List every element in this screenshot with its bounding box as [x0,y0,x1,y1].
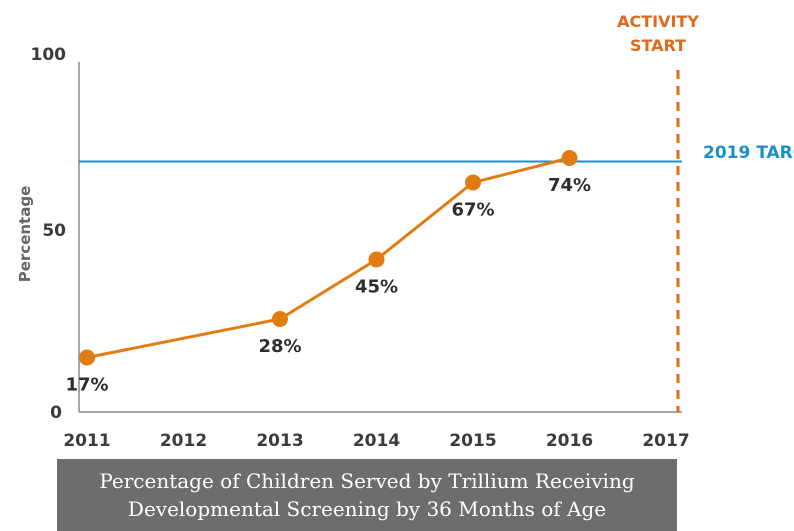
caption-line-2: Developmental Screening by 36 Months of … [127,497,607,521]
y-tick-label: 50 [42,221,66,241]
y-tick-label: 100 [31,45,67,65]
data-labels: 17% 28% 45% 67% 74% [65,175,591,396]
x-tick-label: 2011 [63,431,110,451]
x-tick-label: 2012 [160,431,207,451]
chart-caption: Percentage of Children Served by Trilliu… [57,459,677,531]
data-label: 74% [548,175,591,196]
activity-start-group: ACTIVITY START [617,12,699,412]
data-label: 17% [65,375,108,396]
x-tick-label: 2013 [256,431,303,451]
x-tick-label: 2016 [546,431,593,451]
data-point [272,311,288,327]
axes [78,62,682,413]
x-tick-label: 2015 [449,431,496,451]
x-ticks: 2011 2012 2013 2014 2015 2016 2017 [63,431,689,451]
data-point [465,174,481,191]
data-label: 28% [258,336,301,357]
data-points [79,150,578,366]
data-point [561,150,578,166]
x-tick-label: 2017 [642,431,689,451]
target-line-group: 2019 TARGET [79,143,794,163]
caption-line-1: Percentage of Children Served by Trilliu… [99,469,635,493]
data-point [79,349,95,366]
data-point [368,251,385,268]
target-label: 2019 TARGET [703,143,794,163]
y-ticks: 0 50 100 [31,45,67,423]
y-tick-label: 0 [50,403,62,423]
activity-start-label-line2: START [630,36,686,55]
x-tick-label: 2014 [353,431,400,451]
data-label: 67% [451,200,494,221]
data-label: 45% [355,277,398,298]
activity-start-label-line1: ACTIVITY [617,12,699,31]
series-line [86,156,570,359]
y-axis-label: Percentage [16,186,34,283]
line-chart: 0 50 100 Percentage 2011 2012 2013 2014 2015… [16,12,794,451]
